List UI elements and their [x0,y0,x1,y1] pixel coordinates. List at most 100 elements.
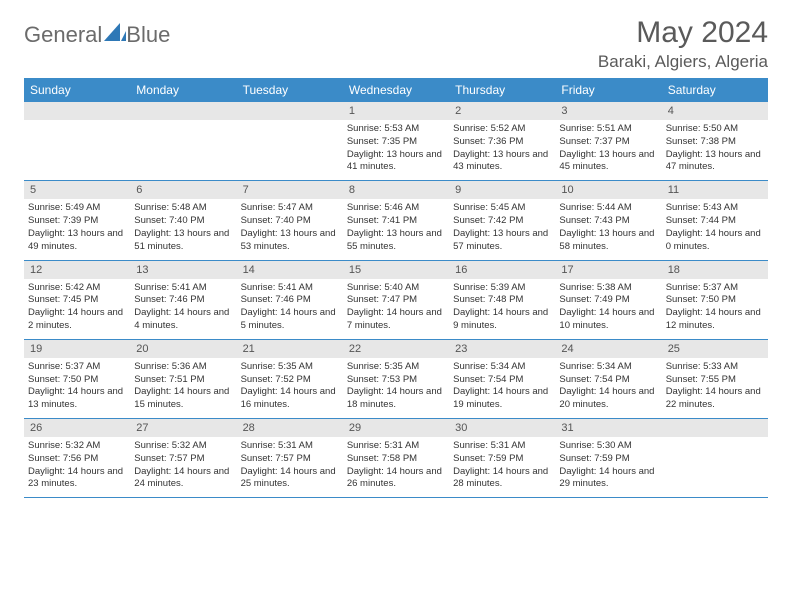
daylight-text: Daylight: 14 hours and 19 minutes. [453,386,551,412]
day-cell: 11Sunrise: 5:43 AMSunset: 7:44 PMDayligh… [662,181,768,260]
day-number: 24 [555,340,661,358]
sunrise-text: Sunrise: 5:31 AM [347,440,445,453]
sunrise-text: Sunrise: 5:39 AM [453,282,551,295]
day-info: Sunrise: 5:36 AMSunset: 7:51 PMDaylight:… [130,358,236,418]
day-number: 7 [237,181,343,199]
day-info: Sunrise: 5:48 AMSunset: 7:40 PMDaylight:… [130,199,236,259]
daylight-text: Daylight: 14 hours and 2 minutes. [28,307,126,333]
sunrise-text: Sunrise: 5:41 AM [241,282,339,295]
day-number: 1 [343,102,449,120]
page-title: May 2024 [598,16,768,50]
daylight-text: Daylight: 14 hours and 4 minutes. [134,307,232,333]
day-number: 8 [343,181,449,199]
day-info: Sunrise: 5:45 AMSunset: 7:42 PMDaylight:… [449,199,555,259]
sunset-text: Sunset: 7:47 PM [347,294,445,307]
dayhead-saturday: Saturday [662,78,768,102]
day-number: 27 [130,419,236,437]
day-info: Sunrise: 5:46 AMSunset: 7:41 PMDaylight:… [343,199,449,259]
daylight-text: Daylight: 14 hours and 10 minutes. [559,307,657,333]
daylight-text: Daylight: 14 hours and 28 minutes. [453,466,551,492]
sunrise-text: Sunrise: 5:48 AM [134,202,232,215]
sunset-text: Sunset: 7:59 PM [559,453,657,466]
sunset-text: Sunset: 7:44 PM [666,215,764,228]
sunrise-text: Sunrise: 5:34 AM [453,361,551,374]
day-number: 21 [237,340,343,358]
sunrise-text: Sunrise: 5:37 AM [666,282,764,295]
day-info: Sunrise: 5:32 AMSunset: 7:56 PMDaylight:… [24,437,130,497]
day-info: Sunrise: 5:43 AMSunset: 7:44 PMDaylight:… [662,199,768,259]
sunset-text: Sunset: 7:45 PM [28,294,126,307]
daylight-text: Daylight: 13 hours and 49 minutes. [28,228,126,254]
day-cell: 2Sunrise: 5:52 AMSunset: 7:36 PMDaylight… [449,102,555,181]
day-number: 4 [662,102,768,120]
sunrise-text: Sunrise: 5:50 AM [666,123,764,136]
daylight-text: Daylight: 14 hours and 9 minutes. [453,307,551,333]
day-number: 3 [555,102,661,120]
day-cell: 12Sunrise: 5:42 AMSunset: 7:45 PMDayligh… [24,260,130,339]
day-number: 30 [449,419,555,437]
sunset-text: Sunset: 7:52 PM [241,374,339,387]
sunset-text: Sunset: 7:55 PM [666,374,764,387]
sunrise-text: Sunrise: 5:35 AM [241,361,339,374]
day-number: 31 [555,419,661,437]
day-info: Sunrise: 5:37 AMSunset: 7:50 PMDaylight:… [662,279,768,339]
sunrise-text: Sunrise: 5:44 AM [559,202,657,215]
dayhead-wednesday: Wednesday [343,78,449,102]
day-number: 22 [343,340,449,358]
sunrise-text: Sunrise: 5:46 AM [347,202,445,215]
day-number: 12 [24,261,130,279]
day-cell: 22Sunrise: 5:35 AMSunset: 7:53 PMDayligh… [343,339,449,418]
day-number: 6 [130,181,236,199]
sunset-text: Sunset: 7:36 PM [453,136,551,149]
day-number: 10 [555,181,661,199]
sunset-text: Sunset: 7:54 PM [453,374,551,387]
sunset-text: Sunset: 7:59 PM [453,453,551,466]
logo: General Blue [24,22,170,48]
day-info [662,437,768,493]
day-cell [662,419,768,498]
day-cell [237,102,343,181]
week-row: 12Sunrise: 5:42 AMSunset: 7:45 PMDayligh… [24,260,768,339]
dayhead-friday: Friday [555,78,661,102]
day-info [237,120,343,176]
day-info: Sunrise: 5:37 AMSunset: 7:50 PMDaylight:… [24,358,130,418]
sunrise-text: Sunrise: 5:40 AM [347,282,445,295]
week-row: 26Sunrise: 5:32 AMSunset: 7:56 PMDayligh… [24,419,768,498]
sunrise-text: Sunrise: 5:35 AM [347,361,445,374]
day-info: Sunrise: 5:31 AMSunset: 7:57 PMDaylight:… [237,437,343,497]
sunrise-text: Sunrise: 5:37 AM [28,361,126,374]
daylight-text: Daylight: 13 hours and 58 minutes. [559,228,657,254]
dayhead-thursday: Thursday [449,78,555,102]
day-info: Sunrise: 5:51 AMSunset: 7:37 PMDaylight:… [555,120,661,180]
day-cell: 18Sunrise: 5:37 AMSunset: 7:50 PMDayligh… [662,260,768,339]
daylight-text: Daylight: 14 hours and 12 minutes. [666,307,764,333]
week-row: 19Sunrise: 5:37 AMSunset: 7:50 PMDayligh… [24,339,768,418]
day-cell: 6Sunrise: 5:48 AMSunset: 7:40 PMDaylight… [130,181,236,260]
day-cell: 26Sunrise: 5:32 AMSunset: 7:56 PMDayligh… [24,419,130,498]
sunrise-text: Sunrise: 5:34 AM [559,361,657,374]
day-number [662,419,768,437]
day-info: Sunrise: 5:47 AMSunset: 7:40 PMDaylight:… [237,199,343,259]
day-number: 28 [237,419,343,437]
day-number: 29 [343,419,449,437]
day-cell: 13Sunrise: 5:41 AMSunset: 7:46 PMDayligh… [130,260,236,339]
sunrise-text: Sunrise: 5:43 AM [666,202,764,215]
sail-icon [104,23,126,48]
day-number [24,102,130,120]
day-cell: 30Sunrise: 5:31 AMSunset: 7:59 PMDayligh… [449,419,555,498]
daylight-text: Daylight: 14 hours and 25 minutes. [241,466,339,492]
sunrise-text: Sunrise: 5:47 AM [241,202,339,215]
sunset-text: Sunset: 7:39 PM [28,215,126,228]
sunset-text: Sunset: 7:46 PM [241,294,339,307]
day-info: Sunrise: 5:44 AMSunset: 7:43 PMDaylight:… [555,199,661,259]
calendar-table: SundayMondayTuesdayWednesdayThursdayFrid… [24,78,768,498]
day-number: 14 [237,261,343,279]
daylight-text: Daylight: 14 hours and 23 minutes. [28,466,126,492]
sunset-text: Sunset: 7:50 PM [666,294,764,307]
day-cell: 7Sunrise: 5:47 AMSunset: 7:40 PMDaylight… [237,181,343,260]
daylight-text: Daylight: 14 hours and 22 minutes. [666,386,764,412]
sunset-text: Sunset: 7:57 PM [241,453,339,466]
sunrise-text: Sunrise: 5:33 AM [666,361,764,374]
daylight-text: Daylight: 14 hours and 29 minutes. [559,466,657,492]
day-cell: 19Sunrise: 5:37 AMSunset: 7:50 PMDayligh… [24,339,130,418]
